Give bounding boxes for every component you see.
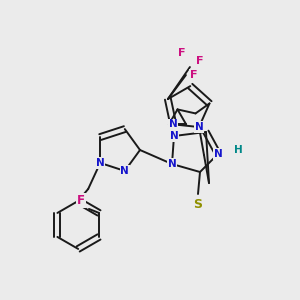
Text: F: F (77, 194, 85, 207)
Text: N: N (120, 166, 129, 176)
Text: S: S (194, 197, 202, 211)
Text: N: N (169, 119, 178, 129)
Text: N: N (214, 149, 222, 159)
Text: H: H (234, 145, 242, 155)
Text: N: N (195, 122, 203, 132)
Text: N: N (169, 131, 178, 141)
Text: F: F (196, 56, 204, 66)
Text: N: N (96, 158, 105, 168)
Text: N: N (168, 159, 176, 169)
Text: F: F (178, 48, 186, 58)
Text: F: F (190, 70, 198, 80)
